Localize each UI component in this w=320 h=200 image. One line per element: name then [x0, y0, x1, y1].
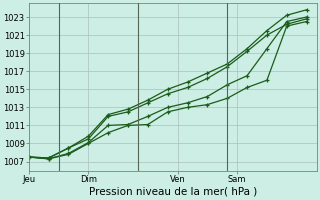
X-axis label: Pression niveau de la mer( hPa ): Pression niveau de la mer( hPa ) [89, 187, 257, 197]
